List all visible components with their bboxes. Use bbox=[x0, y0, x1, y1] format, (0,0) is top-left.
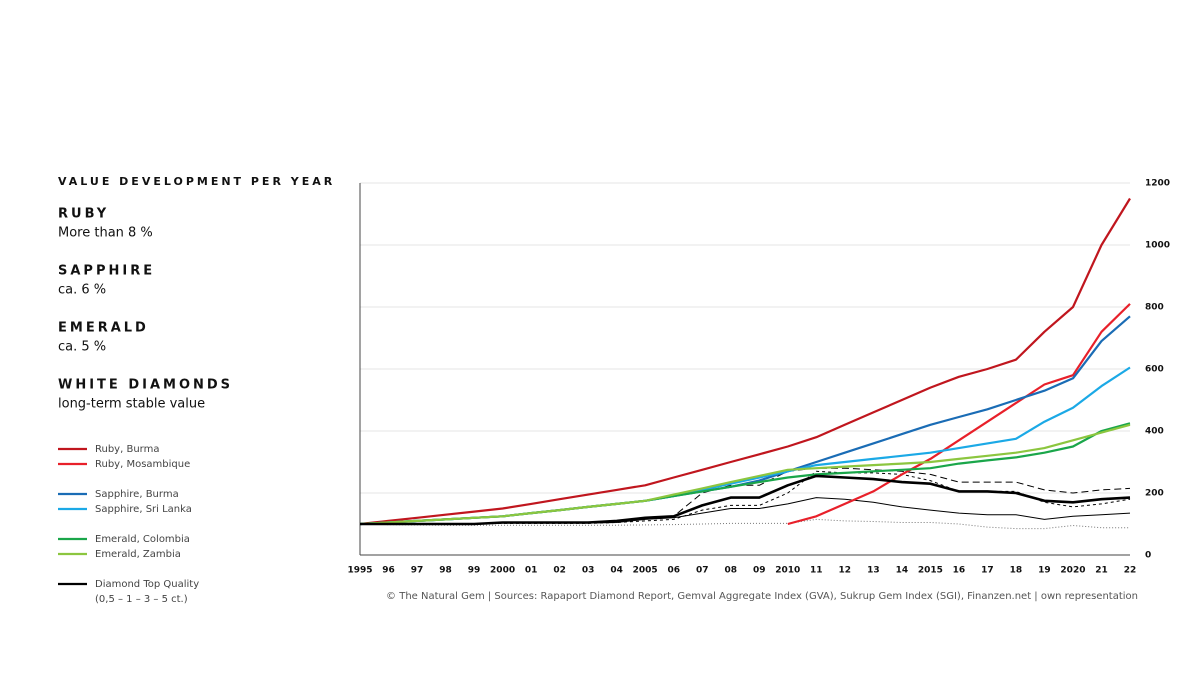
panel-title: VALUE DEVELOPMENT PER YEAR bbox=[58, 175, 335, 188]
x-tick-label: 04 bbox=[610, 566, 623, 576]
y-tick-label: 0 bbox=[1145, 551, 1151, 561]
y-tick-label: 600 bbox=[1145, 365, 1164, 375]
series-line bbox=[359, 423, 1131, 526]
panel-text: long-term stable value bbox=[58, 397, 205, 412]
x-tick-label: 21 bbox=[1095, 566, 1108, 576]
x-tick-label: 2010 bbox=[775, 566, 800, 576]
x-tick-label: 11 bbox=[810, 566, 823, 576]
legend-label: Sapphire, Burma bbox=[95, 489, 179, 500]
series-line bbox=[360, 467, 1131, 525]
y-tick-label: 800 bbox=[1145, 303, 1164, 313]
panel-heading: RUBY bbox=[58, 207, 109, 222]
x-tick-label: 08 bbox=[724, 566, 737, 576]
series-line bbox=[787, 303, 1131, 526]
x-tick-label: 19 bbox=[1038, 566, 1051, 576]
panel-text: ca. 5 % bbox=[58, 340, 106, 355]
y-tick-label: 400 bbox=[1145, 427, 1164, 437]
series-line bbox=[360, 474, 1131, 526]
x-tick-label: 17 bbox=[981, 566, 994, 576]
panel-heading: EMERALD bbox=[58, 321, 149, 336]
x-tick-label: 2005 bbox=[633, 566, 658, 576]
x-tick-label: 18 bbox=[1010, 566, 1023, 576]
x-tick-label: 13 bbox=[867, 566, 880, 576]
x-tick-label: 2015 bbox=[918, 566, 943, 576]
legend-label: Diamond Top Quality bbox=[95, 579, 199, 590]
x-tick-label: 16 bbox=[953, 566, 966, 576]
x-tick-label: 2020 bbox=[1060, 566, 1085, 576]
x-tick-label: 99 bbox=[468, 566, 481, 576]
panel-heading: WHITE DIAMONDS bbox=[58, 378, 233, 393]
x-tick-label: 03 bbox=[582, 566, 595, 576]
panel-heading: SAPPHIRE bbox=[58, 264, 155, 279]
legend-label: Ruby, Mosambique bbox=[95, 459, 190, 470]
panel-text: More than 8 % bbox=[58, 226, 153, 241]
x-tick-label: 98 bbox=[439, 566, 452, 576]
x-tick-label: 22 bbox=[1124, 566, 1137, 576]
x-tick-label: 12 bbox=[839, 566, 852, 576]
x-tick-label: 06 bbox=[667, 566, 680, 576]
x-tick-label: 07 bbox=[696, 566, 709, 576]
y-tick-label: 1200 bbox=[1145, 179, 1170, 189]
x-tick-label: 09 bbox=[753, 566, 766, 576]
y-tick-label: 200 bbox=[1145, 489, 1164, 499]
legend-note: (0,5 – 1 – 3 – 5 ct.) bbox=[95, 594, 188, 605]
y-tick-label: 1000 bbox=[1145, 241, 1170, 251]
x-tick-label: 2000 bbox=[490, 566, 515, 576]
x-tick-label: 96 bbox=[382, 566, 395, 576]
legend-label: Sapphire, Sri Lanka bbox=[95, 504, 192, 515]
series-line bbox=[359, 366, 1131, 526]
x-tick-label: 14 bbox=[896, 566, 909, 576]
source: © The Natural Gem | Sources: Rapaport Di… bbox=[386, 591, 1138, 602]
legend-label: Emerald, Zambia bbox=[95, 549, 181, 560]
panel-text: ca. 6 % bbox=[58, 283, 106, 298]
legend-label: Emerald, Colombia bbox=[95, 534, 190, 545]
x-tick-label: 1995 bbox=[347, 566, 372, 576]
x-tick-label: 01 bbox=[525, 566, 538, 576]
x-tick-label: 97 bbox=[411, 566, 424, 576]
x-tick-label: 02 bbox=[553, 566, 566, 576]
series-line bbox=[359, 197, 1131, 526]
series-line bbox=[359, 518, 1130, 530]
legend-label: Ruby, Burma bbox=[95, 444, 159, 455]
